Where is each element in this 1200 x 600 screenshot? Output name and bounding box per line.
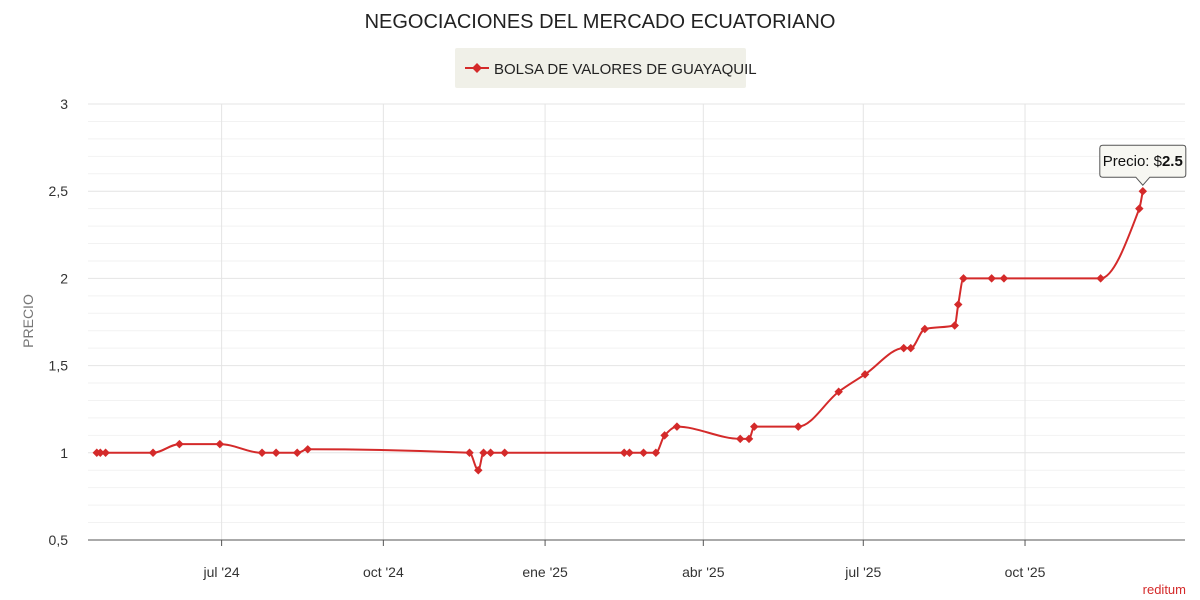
data-point[interactable] — [920, 324, 930, 334]
legend-background — [455, 48, 746, 88]
data-point[interactable] — [860, 370, 870, 379]
data-point[interactable] — [474, 465, 483, 475]
data-point[interactable] — [651, 448, 661, 458]
data-point[interactable] — [750, 422, 759, 431]
data-point[interactable] — [899, 343, 908, 353]
data-point[interactable] — [96, 448, 105, 458]
y-tick-label: 2,5 — [49, 183, 69, 199]
brand-logo[interactable]: reditum — [1143, 582, 1186, 597]
x-tick-label: ene '25 — [522, 564, 568, 580]
data-point[interactable] — [987, 274, 996, 283]
data-point[interactable] — [257, 448, 267, 458]
y-tick-label: 0,5 — [49, 532, 69, 548]
data-point[interactable] — [660, 431, 669, 440]
data-point[interactable] — [292, 448, 302, 458]
x-tick-label: jul '25 — [844, 564, 881, 580]
tooltip-label: Precio: $ — [1103, 153, 1163, 170]
data-point[interactable] — [1096, 274, 1105, 283]
data-point[interactable] — [735, 434, 745, 444]
data-point[interactable] — [639, 448, 648, 458]
legend[interactable]: BOLSA DE VALORES DE GUAYAQUIL — [455, 48, 757, 88]
data-point[interactable] — [465, 448, 474, 458]
y-axis-ticks: 0,5 1 1,5 2 2,5 3 — [49, 96, 69, 548]
data-point[interactable] — [1135, 204, 1144, 213]
data-point[interactable] — [953, 300, 963, 309]
data-point[interactable] — [625, 448, 634, 458]
data-point[interactable] — [500, 448, 509, 458]
y-tick-label: 2 — [60, 270, 68, 286]
data-point[interactable] — [101, 448, 110, 458]
data-point[interactable] — [1138, 186, 1148, 196]
data-point[interactable] — [950, 321, 959, 330]
data-point[interactable] — [999, 274, 1009, 283]
legend-label: BOLSA DE VALORES DE GUAYAQUIL — [494, 61, 757, 78]
data-point[interactable] — [215, 439, 225, 449]
data-point[interactable] — [175, 439, 184, 449]
data-point[interactable] — [906, 343, 915, 353]
tooltip-box — [1099, 144, 1187, 186]
x-tick-label: oct '25 — [1005, 564, 1046, 580]
tooltip-value: 2.5 — [1162, 153, 1183, 170]
data-point[interactable] — [959, 274, 968, 283]
series-points — [92, 186, 1148, 475]
data-point[interactable] — [793, 422, 803, 431]
y-tick-label: 1 — [60, 445, 68, 461]
data-point[interactable] — [744, 434, 754, 444]
y-tick-label: 1,5 — [49, 358, 69, 374]
data-point[interactable] — [672, 422, 682, 431]
x-axis-ticks: jul '24 oct '24 ene '25 abr '25 jul '25 oct '… — [203, 540, 1046, 580]
data-point[interactable] — [148, 448, 158, 458]
x-tick-label: jul '24 — [203, 564, 240, 580]
tooltip: Precio: $2.5 — [1099, 144, 1187, 186]
data-point[interactable] — [303, 445, 312, 454]
chart-title: NEGOCIACIONES DEL MERCADO ECUATORIANO — [365, 11, 836, 33]
data-point[interactable] — [486, 448, 495, 458]
data-point[interactable] — [479, 448, 488, 458]
x-tick-label: abr '25 — [682, 564, 725, 580]
major-gridlines — [88, 103, 1185, 540]
y-tick-label: 3 — [60, 96, 68, 112]
data-point[interactable] — [619, 448, 629, 458]
tooltip-text: Precio: $2.5 — [1103, 153, 1183, 170]
y-axis-label: PRECIO — [20, 294, 36, 348]
data-point[interactable] — [271, 448, 281, 458]
minor-gridlines — [88, 120, 1185, 524]
data-point[interactable] — [834, 387, 843, 397]
x-tick-label: oct '24 — [363, 564, 404, 580]
